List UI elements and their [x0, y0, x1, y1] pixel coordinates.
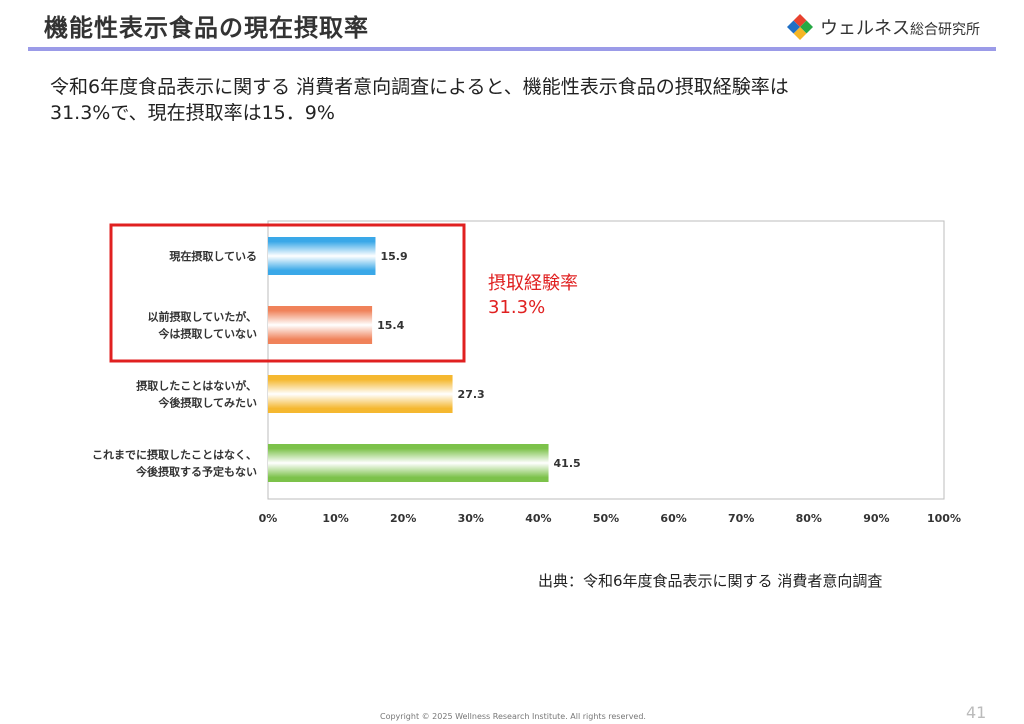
- annotation-value: 31.3%: [488, 297, 546, 318]
- value-label-0: 15.9: [380, 250, 407, 263]
- experience-rate-annotation: 摂取経験率 31.3%: [488, 272, 578, 320]
- value-label-2: 27.3: [458, 388, 485, 401]
- brand-name-main: ウェルネス: [820, 18, 910, 39]
- category-label-1: 以前摂取していたが、今は摂取していない: [148, 310, 257, 341]
- lead-line-2: 31.3%で、現在摂取率は15．9%: [50, 102, 335, 124]
- category-label-2: 摂取したことはないが、今後摂取してみたい: [136, 379, 257, 410]
- lead-line-1: 令和6年度食品表示に関する 消費者意向調査によると、機能性表示食品の摂取経験率は: [50, 76, 789, 98]
- value-label-1: 15.4: [377, 319, 404, 332]
- brand-logo: ウェルネス総合研究所: [786, 12, 980, 42]
- copyright: Copyright © 2025 Wellness Research Insti…: [380, 712, 646, 721]
- brand-name: ウェルネス総合研究所: [820, 14, 980, 40]
- annotation-label: 摂取経験率: [488, 273, 578, 294]
- brand-name-sub: 総合研究所: [910, 22, 980, 38]
- value-label-3: 41.5: [554, 457, 581, 470]
- x-tick-label-9: 90%: [863, 512, 889, 525]
- x-tick-label-2: 20%: [390, 512, 416, 525]
- category-label-0: 現在摂取している: [169, 249, 257, 263]
- x-tick-label-3: 30%: [458, 512, 484, 525]
- x-tick-label-10: 100%: [927, 512, 961, 525]
- bar-0: [268, 237, 376, 275]
- lead-text: 令和6年度食品表示に関する 消費者意向調査によると、機能性表示食品の摂取経験率は…: [50, 74, 990, 126]
- x-tick-label-5: 50%: [593, 512, 619, 525]
- x-tick-label-6: 60%: [660, 512, 686, 525]
- diamond-logo-icon: [787, 14, 813, 40]
- bar-1: [268, 306, 373, 344]
- x-tick-label-0: 0%: [259, 512, 278, 525]
- page-title: 機能性表示食品の現在摂取率: [44, 14, 369, 42]
- x-tick-label-7: 70%: [728, 512, 754, 525]
- title-divider: [28, 47, 996, 51]
- bar-2: [268, 375, 453, 413]
- x-tick-label-8: 80%: [796, 512, 822, 525]
- source-note: 出典：令和6年度食品表示に関する 消費者意向調査: [538, 572, 883, 590]
- page-number: 41: [966, 703, 987, 722]
- bar-3: [268, 444, 549, 482]
- highlight-box: [109, 223, 466, 363]
- x-tick-label-4: 40%: [525, 512, 551, 525]
- category-label-3: これまでに摂取したことはなく、今後摂取する予定もない: [92, 448, 257, 479]
- x-tick-label-1: 10%: [322, 512, 348, 525]
